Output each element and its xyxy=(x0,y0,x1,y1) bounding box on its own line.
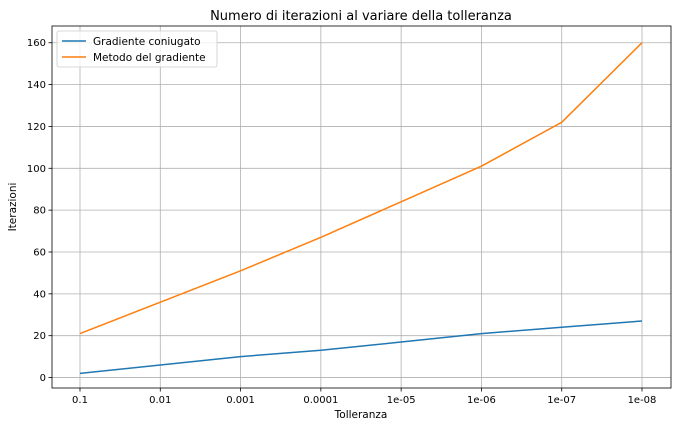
x-axis-label: Tolleranza xyxy=(334,409,388,421)
legend: Gradiente coniugato Metodo del gradiente xyxy=(56,30,218,68)
y-tick-label: 80 xyxy=(33,206,46,217)
x-tick-label: 1e-06 xyxy=(467,395,496,406)
y-tick-label: 100 xyxy=(27,164,46,175)
x-tick-label: 1e-05 xyxy=(387,395,416,406)
x-tick-label: 0.01 xyxy=(149,395,171,406)
y-tick-label: 160 xyxy=(27,38,46,49)
series-layer xyxy=(79,42,643,375)
chart-title: Numero di iterazioni al variare della to… xyxy=(210,9,512,24)
y-tick-label: 40 xyxy=(33,289,46,300)
x-axis: 0.1 0.01 0.001 0.0001 1e-05 1e-06 1e-07 1e-08 xyxy=(72,388,656,406)
series-line-1 xyxy=(79,320,643,375)
grid xyxy=(52,26,671,388)
y-tick-label: 20 xyxy=(33,331,46,342)
x-tick-label: 0.0001 xyxy=(303,395,338,406)
x-tick-label: 0.1 xyxy=(72,395,88,406)
y-tick-label: 60 xyxy=(33,247,46,258)
y-tick-label: 120 xyxy=(27,122,46,133)
series-line-2 xyxy=(79,42,643,335)
y-tick-label: 0 xyxy=(40,373,46,384)
y-axis: 0 20 40 60 80 100 120 140 160 xyxy=(27,38,52,384)
x-tick-label: 0.001 xyxy=(226,395,255,406)
y-tick-label: 140 xyxy=(27,80,46,91)
y-axis-label: Iterazioni xyxy=(7,183,19,232)
x-tick-label: 1e-07 xyxy=(547,395,576,406)
x-tick-label: 1e-08 xyxy=(628,395,657,406)
legend-label-2: Metodo del gradiente xyxy=(93,52,206,64)
legend-box xyxy=(56,30,218,68)
legend-label-1: Gradiente coniugato xyxy=(93,36,201,48)
plot-frame xyxy=(51,25,672,389)
